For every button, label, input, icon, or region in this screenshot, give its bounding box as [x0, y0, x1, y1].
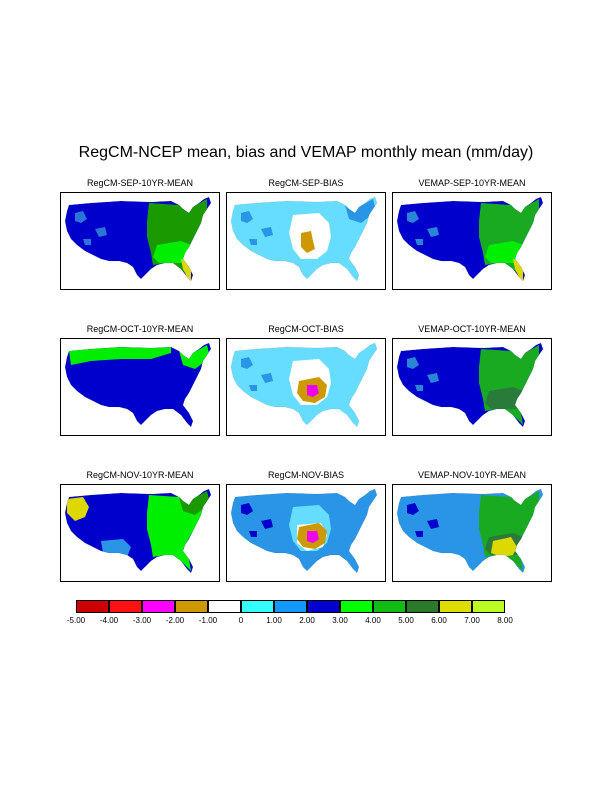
us-map [230, 488, 378, 574]
us-outline [396, 196, 544, 282]
colorbar-swatch [175, 600, 208, 613]
contour-region [67, 497, 89, 521]
colorbar-swatch [274, 600, 307, 613]
map-frame [226, 338, 386, 436]
colorbar-tick-label: 6.00 [431, 616, 447, 625]
us-map [64, 196, 212, 282]
colorbar-swatch [109, 600, 142, 613]
contour-region [485, 387, 523, 409]
panel-title: RegCM-OCT-BIAS [268, 324, 344, 334]
us-outline [64, 488, 212, 574]
contour-region [479, 491, 539, 571]
contour-region [75, 211, 107, 245]
colorbar-tick-label: 3.00 [332, 616, 348, 625]
contour-region [491, 537, 517, 557]
contour-region [301, 231, 315, 253]
panel-title: RegCM-SEP-BIAS [268, 178, 344, 188]
colorbar-swatch [307, 600, 340, 613]
contour-region [179, 491, 209, 515]
contour-region [345, 199, 375, 223]
contour-region [241, 357, 273, 391]
us-outline [64, 342, 212, 428]
contour-region [241, 211, 273, 245]
contour-region [513, 259, 523, 281]
colorbar-tick-label: -1.00 [198, 616, 218, 625]
contour-region [179, 345, 209, 369]
colorbar-tick-label: -3.00 [132, 616, 152, 625]
colorbar-swatch [406, 600, 439, 613]
map-frame [392, 338, 552, 436]
colorbar-tick-label: 7.00 [464, 616, 480, 625]
contour-region [407, 357, 439, 391]
colorbar-swatch [472, 600, 505, 613]
map-frame [60, 484, 220, 582]
us-outline [64, 196, 212, 282]
map-frame [392, 484, 552, 582]
panel-title: VEMAP-NOV-10YR-MEAN [417, 470, 527, 480]
colorbar-tick-label: 8.00 [497, 616, 513, 625]
contour-region [485, 241, 523, 263]
contour-region [407, 503, 439, 537]
panel-title: VEMAP-OCT-10YR-MEAN [418, 324, 526, 334]
contour-region [181, 259, 191, 281]
colorbar-swatch [142, 600, 175, 613]
us-outline [396, 488, 544, 574]
colorbar-swatch [439, 600, 472, 613]
contour-region [241, 503, 273, 537]
colorbar-swatch [241, 600, 274, 613]
colorbar-tick-label: 5.00 [398, 616, 414, 625]
colorbar-tick-label: -2.00 [165, 616, 185, 625]
contour-region [479, 345, 539, 425]
us-map [64, 488, 212, 574]
colorbar-tick-label: 0 [238, 616, 244, 625]
colorbar-tick-label: 4.00 [365, 616, 381, 625]
map-frame [226, 484, 386, 582]
contour-region [153, 241, 191, 263]
map-frame [60, 338, 220, 436]
contour-region [407, 211, 439, 245]
us-map [396, 196, 544, 282]
figure-title: RegCM-NCEP mean, bias and VEMAP monthly … [78, 144, 534, 161]
colorbar-tick-label: 1.00 [266, 616, 282, 625]
colorbar-swatch [76, 600, 109, 613]
us-map [396, 488, 544, 574]
contour-region [147, 199, 207, 279]
us-outline [230, 488, 378, 574]
map-frame [392, 192, 552, 290]
panel-title: RegCM-NOV-BIAS [267, 470, 345, 480]
contour-region [307, 385, 319, 397]
colorbar-tick-label: -4.00 [99, 616, 119, 625]
colorbar-swatch [208, 600, 241, 613]
us-outline [396, 342, 544, 428]
us-map [230, 196, 378, 282]
contour-region [307, 531, 319, 543]
panel-title: RegCM-OCT-10YR-MEAN [86, 324, 194, 334]
us-outline [230, 342, 378, 428]
panel-title: VEMAP-SEP-10YR-MEAN [418, 178, 526, 188]
colorbar-tick-label: 2.00 [299, 616, 315, 625]
map-frame [60, 192, 220, 290]
us-outline [230, 196, 378, 282]
contour-region [69, 347, 171, 365]
us-map [230, 342, 378, 428]
colorbar-swatch [340, 600, 373, 613]
panel-title: RegCM-SEP-10YR-MEAN [86, 178, 194, 188]
map-frame [226, 192, 386, 290]
contour-region [479, 199, 539, 279]
colorbar-tick-label: -5.00 [66, 616, 86, 625]
base-region [65, 343, 211, 427]
colorbar-swatch [373, 600, 406, 613]
us-map [396, 342, 544, 428]
us-map [64, 342, 212, 428]
panel-title: RegCM-NOV-10YR-MEAN [86, 470, 194, 480]
